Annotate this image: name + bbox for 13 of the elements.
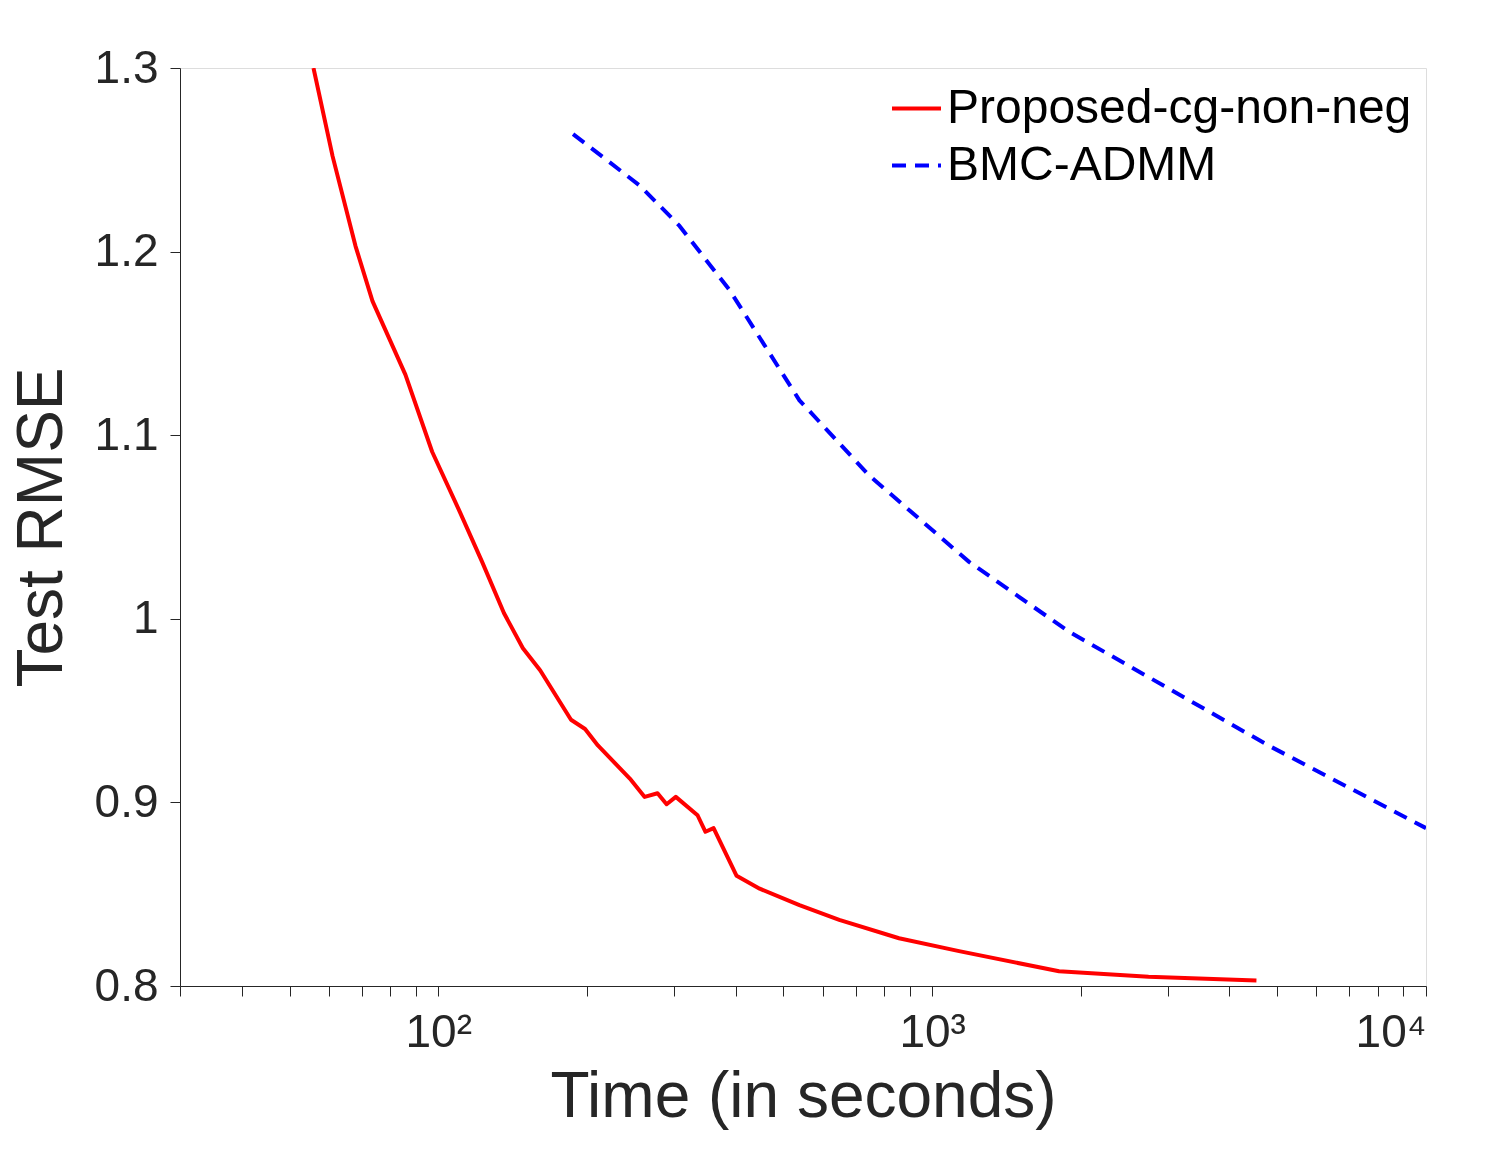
x-tick-label: 10³ (899, 1004, 966, 1057)
x-tick-label: 10² (405, 1004, 472, 1057)
y-tick-label: 1.3 (94, 40, 159, 93)
y-tick-label: 1.2 (94, 224, 159, 277)
legend-label: Proposed-cg-non-neg (947, 79, 1412, 133)
x-tick-label: 10⁴ (1355, 1004, 1427, 1057)
y-tick-label: 1.1 (94, 407, 159, 460)
y-tick-label: 0.9 (94, 774, 159, 827)
x-axis-title: Time (in seconds) (550, 1058, 1057, 1131)
y-axis-title: Test RMSE (3, 367, 76, 688)
y-tick-label: 0.8 (94, 958, 159, 1011)
legend-label: BMC-ADMM (947, 136, 1217, 190)
y-tick-label: 1 (132, 591, 159, 644)
